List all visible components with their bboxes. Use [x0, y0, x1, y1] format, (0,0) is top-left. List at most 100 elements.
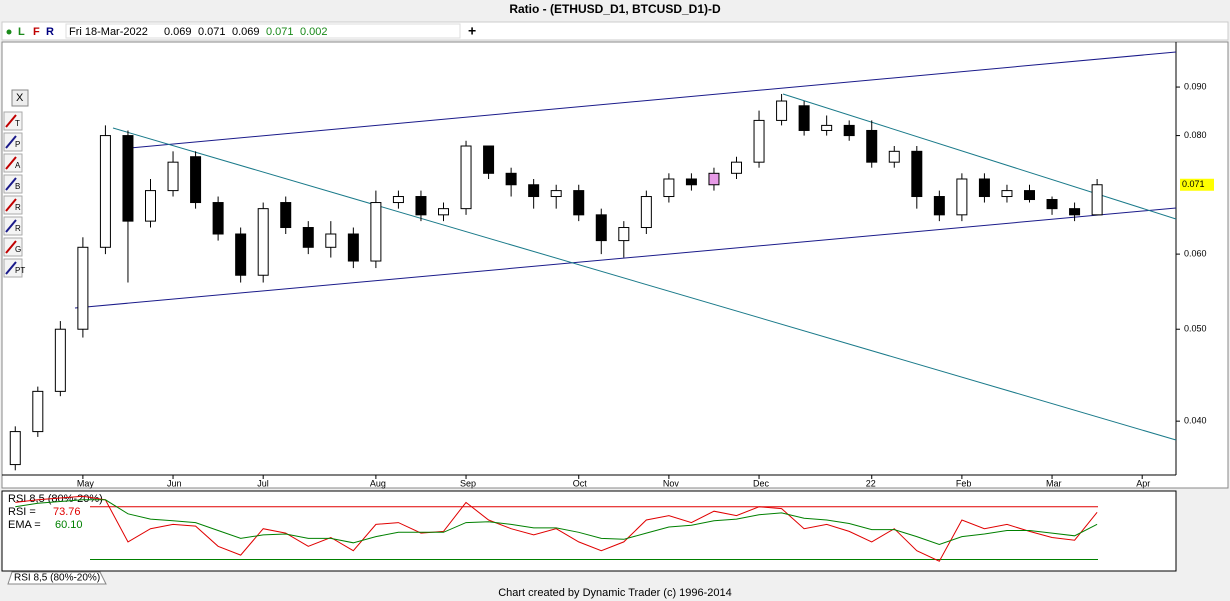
rsi-legend-name: RSI =	[8, 506, 36, 518]
candle-body	[685, 178, 697, 186]
last-value-tag	[1180, 178, 1214, 191]
rsi-line	[15, 495, 1098, 562]
candle-body	[708, 172, 720, 186]
candle-body	[302, 227, 314, 248]
info-close: 0.071	[266, 26, 294, 38]
x-tick-label: 22	[866, 478, 876, 488]
candle-body	[190, 156, 202, 204]
x-tick-label: Jun	[167, 478, 182, 488]
info-open: 0.069	[164, 26, 192, 38]
tool-label: B	[15, 182, 20, 191]
candle-body	[1001, 190, 1013, 198]
close-tool-icon: X	[16, 92, 24, 104]
trendline	[129, 51, 1177, 149]
candle-body	[370, 202, 382, 262]
info-field	[65, 23, 461, 39]
candle-body	[505, 172, 517, 186]
x-tick-label: Jul	[257, 478, 269, 488]
x-tick-label: Apr	[1136, 478, 1150, 488]
tool-icon	[5, 198, 17, 212]
ema-legend-value: 60.10	[55, 519, 83, 531]
candle-body	[347, 233, 359, 262]
tool-icon	[5, 261, 17, 275]
tool-icon	[5, 156, 17, 170]
candle-body	[866, 129, 878, 163]
mode-l[interactable]: L	[18, 26, 25, 38]
candle-body	[32, 390, 44, 433]
info-date: Fri 18-Mar-2022	[69, 26, 148, 38]
candle-body	[1091, 184, 1103, 216]
candle-body	[167, 161, 179, 192]
candle-body	[911, 150, 923, 198]
y-tick-label: 0.050	[1184, 324, 1207, 334]
candle-body	[798, 105, 810, 131]
tool-label: T	[15, 119, 20, 128]
rsi-tab[interactable]	[7, 571, 107, 585]
ema-legend-name: EMA =	[8, 519, 41, 531]
tool-icon	[5, 114, 17, 128]
toolbar: X T P A B R R G PT	[3, 89, 29, 278]
x-tick-label: Sep	[460, 478, 476, 488]
candle-body	[1046, 199, 1058, 210]
x-tick-label: Mar	[1046, 478, 1062, 488]
candle-body	[821, 124, 833, 131]
candle-body	[54, 328, 66, 392]
candle-body	[122, 135, 134, 222]
candle-body	[956, 178, 968, 216]
candle-body	[460, 145, 472, 210]
tool-label: PT	[15, 266, 25, 275]
rsi-tab-label: RSI 8,5 (80%-20%)	[14, 573, 100, 584]
rsi-legend-value: 73.76	[53, 506, 81, 518]
candle-body	[776, 100, 788, 121]
x-tick-label: May	[77, 478, 95, 488]
candle-body	[483, 145, 495, 174]
tool-icon	[5, 219, 17, 233]
tool-label: G	[15, 245, 21, 254]
candle-body	[77, 246, 89, 330]
candle-body	[573, 190, 585, 216]
candle-body	[618, 227, 630, 242]
trendline	[782, 93, 1177, 220]
info-change: 0.002	[300, 26, 328, 38]
x-tick-label: Aug	[370, 478, 386, 488]
window-title: Ratio - (ETHUSD_D1, BTCUSD_D1)-D	[509, 2, 721, 16]
rsi-title: RSI 8,5 (80%-20%)	[8, 493, 103, 505]
footer: Chart created by Dynamic Trader (c) 1996…	[498, 587, 732, 599]
mode-r[interactable]: R	[46, 26, 54, 38]
x-tick-label: Nov	[663, 478, 680, 488]
trendline	[112, 127, 1177, 441]
candle-body	[933, 196, 945, 216]
last-value-label: 0.071	[1182, 179, 1205, 189]
mode-f[interactable]: F	[33, 26, 40, 38]
tool-label: R	[15, 224, 21, 233]
candle-body	[9, 431, 21, 466]
candle-body	[145, 190, 156, 222]
candle-body	[99, 135, 111, 248]
x-tick-label: Oct	[573, 478, 588, 488]
trendline	[74, 207, 1177, 309]
candle-body	[392, 196, 404, 204]
candle-body	[640, 196, 652, 229]
candle-body	[415, 196, 427, 216]
add-button[interactable]: +	[468, 23, 476, 39]
tool-icon	[5, 177, 17, 191]
rsi-panel	[1, 490, 1177, 572]
info-low: 0.069	[232, 26, 260, 38]
y-tick-label: 0.080	[1184, 130, 1207, 140]
tool-label: R	[15, 203, 21, 212]
candle-body	[978, 178, 990, 198]
info-high: 0.071	[198, 26, 226, 38]
candle-body	[438, 208, 449, 216]
close-tool[interactable]	[11, 89, 29, 107]
candle-body	[1024, 190, 1035, 201]
x-tick-label: Dec	[753, 478, 770, 488]
candle-body	[550, 190, 562, 198]
candle-body	[257, 208, 269, 276]
candle-body	[753, 119, 765, 163]
y-tick-label: 0.090	[1184, 81, 1207, 91]
candle-body	[212, 202, 224, 235]
candle-body	[325, 233, 337, 248]
candle-body	[235, 233, 247, 276]
